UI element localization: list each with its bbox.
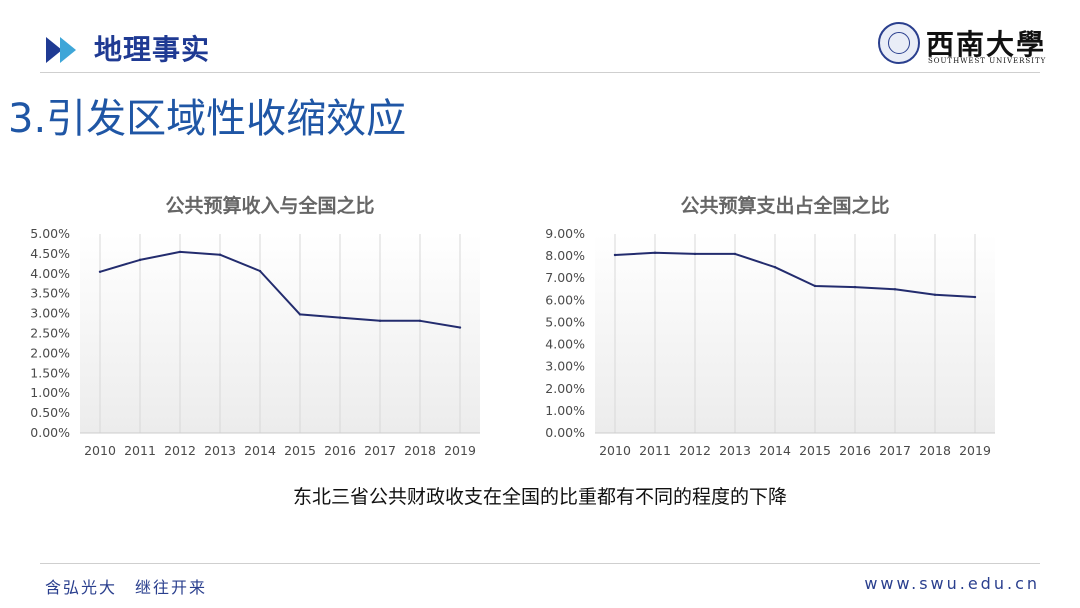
data-point (973, 295, 977, 299)
y-tick-label: 4.00% (545, 337, 585, 352)
data-point (853, 285, 857, 289)
y-tick-label: 0.50% (30, 405, 70, 420)
data-point (258, 269, 262, 273)
y-tick-label: 7.00% (545, 270, 585, 285)
y-tick-label: 2.00% (545, 381, 585, 396)
data-point (773, 265, 777, 269)
y-tick-label: 3.50% (30, 286, 70, 301)
data-point (218, 253, 222, 256)
y-tick-label: 8.00% (545, 248, 585, 263)
y-tick-label: 2.00% (30, 345, 70, 360)
data-point (378, 319, 382, 322)
header-divider (40, 72, 1040, 73)
footer-motto: 含弘光大 继往开来 (45, 578, 208, 597)
y-tick-label: 0.00% (545, 425, 585, 440)
data-point (693, 252, 697, 256)
y-tick-label: 1.00% (30, 385, 70, 400)
y-tick-label: 4.00% (30, 266, 70, 281)
university-logo: 西南大學 SOUTHWEST UNIVERSITY (878, 22, 1053, 70)
expenditure-ratio-chart: 公共预算支出占全国之比 0.00% 1.00% 2.00% 3.00% 4.00% 5.00… (545, 194, 995, 458)
slide-heading: 3.引发区域性收缩效应 (8, 96, 407, 142)
x-tick-label: 2011 (639, 443, 671, 458)
y-tick-label: 5.00% (545, 314, 585, 329)
data-point (418, 319, 422, 322)
chart-title: 公共预算收入与全国之比 (165, 194, 374, 217)
y-tick-label: 1.00% (545, 403, 585, 418)
data-point (458, 326, 462, 329)
x-tick-label: 2015 (284, 443, 316, 458)
data-point (613, 253, 617, 257)
y-tick-label: 2.50% (30, 326, 70, 341)
x-tick-label: 2013 (719, 443, 751, 458)
data-point (733, 252, 737, 256)
data-point (298, 313, 302, 316)
data-point (813, 284, 817, 288)
y-tick-label: 3.00% (30, 306, 70, 321)
section-title: 地理事实 (94, 33, 211, 66)
x-tick-label: 2012 (679, 443, 711, 458)
footer-divider (40, 563, 1040, 564)
logo-name: 西南大學 (926, 28, 1047, 61)
data-point (178, 250, 182, 254)
x-tick-label: 2018 (404, 443, 436, 458)
y-tick-label: 3.00% (545, 359, 585, 374)
logo-english-name: SOUTHWEST UNIVERSITY (928, 57, 1047, 65)
x-tick-label: 2018 (919, 443, 951, 458)
chart-title: 公共预算支出占全国之比 (680, 194, 889, 217)
x-tick-label: 2016 (324, 443, 356, 458)
y-tick-label: 5.00% (30, 226, 70, 241)
series-line (99, 250, 461, 329)
y-tick-label: 0.00% (30, 425, 70, 440)
header-arrow-icon (46, 37, 76, 63)
y-tick-label: 9.00% (545, 226, 585, 241)
x-tick-label: 2019 (959, 443, 991, 458)
data-point (98, 270, 102, 274)
revenue-ratio-chart: 公共预算收入与全国之比 0.00% 0.50% 1.00% 1.50% 2.00% 2.50… (30, 194, 480, 458)
series-line (614, 251, 976, 298)
y-tick-label: 1.50% (30, 365, 70, 380)
data-point (338, 316, 342, 319)
x-tick-label: 2014 (759, 443, 791, 458)
x-tick-label: 2016 (839, 443, 871, 458)
data-point (933, 293, 937, 297)
x-tick-label: 2015 (799, 443, 831, 458)
x-tick-label: 2010 (84, 443, 116, 458)
data-point (138, 258, 142, 262)
x-tick-label: 2013 (204, 443, 236, 458)
plot-area (80, 234, 480, 433)
y-tick-label: 4.50% (30, 246, 70, 261)
university-seal-icon (878, 22, 920, 64)
y-tick-label: 6.00% (545, 292, 585, 307)
x-tick-label: 2012 (164, 443, 196, 458)
footer-url: www.swu.edu.cn (864, 574, 1040, 593)
plot-area (595, 234, 995, 433)
x-tick-label: 2019 (444, 443, 476, 458)
x-tick-label: 2010 (599, 443, 631, 458)
data-point (893, 288, 897, 291)
data-point (653, 251, 657, 254)
x-tick-label: 2017 (364, 443, 396, 458)
x-tick-label: 2011 (124, 443, 156, 458)
x-tick-label: 2014 (244, 443, 276, 458)
chart-caption: 东北三省公共财政收支在全国的比重都有不同的程度的下降 (292, 486, 787, 508)
x-tick-label: 2017 (879, 443, 911, 458)
